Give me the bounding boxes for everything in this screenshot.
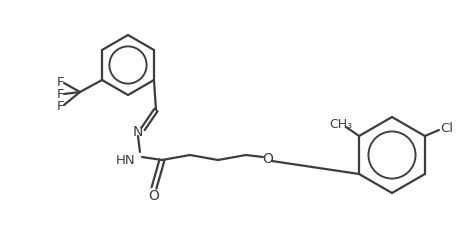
- Text: F: F: [56, 87, 64, 101]
- Text: N: N: [133, 125, 143, 139]
- Text: F: F: [56, 76, 64, 88]
- Text: Cl: Cl: [440, 121, 453, 135]
- Text: CH₃: CH₃: [330, 117, 353, 131]
- Text: F: F: [56, 100, 64, 112]
- Text: O: O: [149, 189, 159, 203]
- Text: HN: HN: [116, 153, 136, 167]
- Text: O: O: [262, 152, 273, 166]
